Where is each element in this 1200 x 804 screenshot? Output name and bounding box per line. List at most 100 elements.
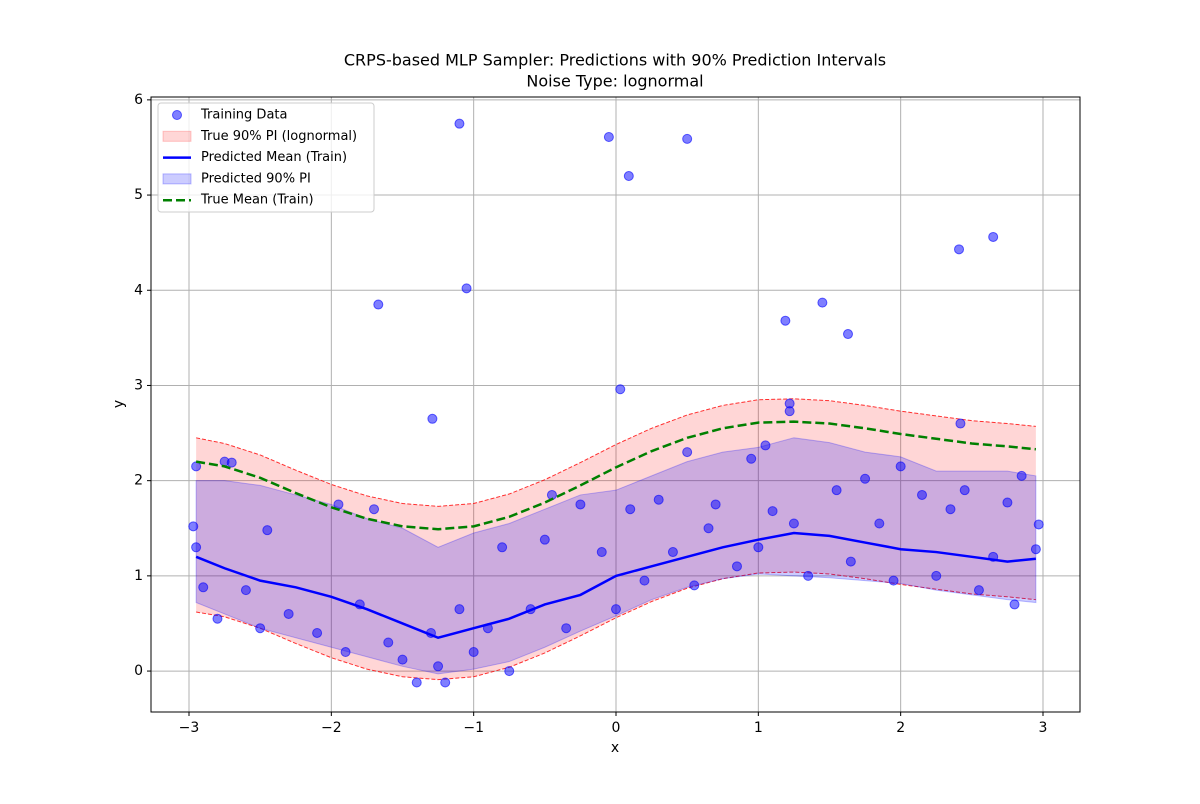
x-tick-label: 0 <box>612 720 621 736</box>
data-point <box>845 556 856 567</box>
data-point <box>454 604 465 615</box>
y-tick-label: 2 <box>134 473 143 489</box>
data-point <box>682 447 693 458</box>
data-point <box>188 521 199 532</box>
data-point <box>931 570 942 581</box>
data-point <box>860 473 871 484</box>
legend-symbol <box>162 173 192 185</box>
data-point <box>639 575 650 586</box>
y-tick-label: 4 <box>134 282 143 298</box>
x-tick-label: 2 <box>896 720 905 736</box>
line <box>195 531 1037 640</box>
legend-label: Predicted 90% PI <box>201 171 311 186</box>
data-point <box>895 461 906 472</box>
line <box>195 420 1037 531</box>
data-point <box>917 489 928 500</box>
legend-label: Predicted Mean (Train) <box>201 150 347 165</box>
legend-symbol <box>172 110 182 120</box>
data-point <box>373 299 384 310</box>
data-point <box>653 494 664 505</box>
data-point <box>788 518 799 529</box>
legend-box <box>157 102 375 213</box>
data-point <box>610 604 621 615</box>
data-point <box>575 499 586 510</box>
chart-title: CRPS-based MLP Sampler: Predictions with… <box>344 51 886 70</box>
data-point <box>312 627 323 638</box>
data-point <box>561 623 572 634</box>
legend-symbol <box>162 130 192 142</box>
data-point <box>888 575 899 586</box>
data-point <box>615 384 626 395</box>
data-point <box>842 329 853 340</box>
data-point <box>988 231 999 242</box>
data-point <box>753 542 764 553</box>
data-point <box>831 485 842 496</box>
data-point <box>682 133 693 144</box>
data-point <box>283 608 294 619</box>
data-point <box>945 504 956 515</box>
data-point <box>803 570 814 581</box>
chart-subtitle: Noise Type: lognormal <box>526 72 703 91</box>
data-point <box>468 647 479 658</box>
y-tick-label: 3 <box>134 377 143 393</box>
x-tick-label: −1 <box>463 720 484 736</box>
y-tick-label: 5 <box>134 187 143 203</box>
y-tick-label: 1 <box>134 568 143 584</box>
data-point <box>212 613 223 624</box>
data-point <box>710 499 721 510</box>
y-tick-label: 6 <box>134 92 143 108</box>
y-tick-label: 0 <box>134 663 143 679</box>
data-point <box>767 506 778 517</box>
x-tick-label: 1 <box>754 720 763 736</box>
data-point <box>760 440 771 451</box>
data-point <box>603 131 614 142</box>
data-point <box>1030 544 1041 555</box>
data-point <box>433 661 444 672</box>
y-axis-label: y <box>111 400 127 408</box>
plot-frame <box>150 96 1081 713</box>
data-point <box>1009 599 1020 610</box>
data-point <box>262 525 273 536</box>
legend-label: Training Data <box>200 108 287 123</box>
data-point <box>427 413 438 424</box>
data-point <box>667 547 678 558</box>
data-point <box>240 585 251 596</box>
data-point <box>959 485 970 496</box>
data-point <box>369 504 380 515</box>
data-point <box>198 582 209 593</box>
data-point <box>497 542 508 553</box>
data-point <box>411 677 422 688</box>
data-point <box>461 283 472 294</box>
data-point <box>454 118 465 129</box>
data-point <box>874 518 885 529</box>
data-point <box>731 561 742 572</box>
x-tick-label: −3 <box>179 720 200 736</box>
data-point <box>623 171 634 182</box>
data-point <box>340 647 351 658</box>
x-tick-label: −2 <box>321 720 342 736</box>
x-tick-label: 3 <box>1039 720 1048 736</box>
data-point <box>780 315 791 326</box>
data-point <box>784 406 795 417</box>
data-point <box>191 542 202 553</box>
prediction-band <box>196 398 1036 680</box>
x-axis-label: x <box>611 740 619 756</box>
data-point <box>746 453 757 464</box>
data-point <box>383 637 394 648</box>
data-point <box>1033 519 1044 530</box>
data-point <box>625 504 636 515</box>
data-point <box>973 585 984 596</box>
data-point <box>440 677 451 688</box>
data-point <box>504 666 515 677</box>
data-point <box>397 654 408 665</box>
data-point <box>255 623 266 634</box>
data-point <box>596 547 607 558</box>
data-point <box>689 580 700 591</box>
data-point <box>539 534 550 545</box>
data-point <box>817 297 828 308</box>
data-point <box>703 523 714 534</box>
data-point <box>1002 497 1013 508</box>
legend-label: True Mean (Train) <box>200 193 314 208</box>
legend-label: True 90% PI (lognormal) <box>200 129 357 144</box>
